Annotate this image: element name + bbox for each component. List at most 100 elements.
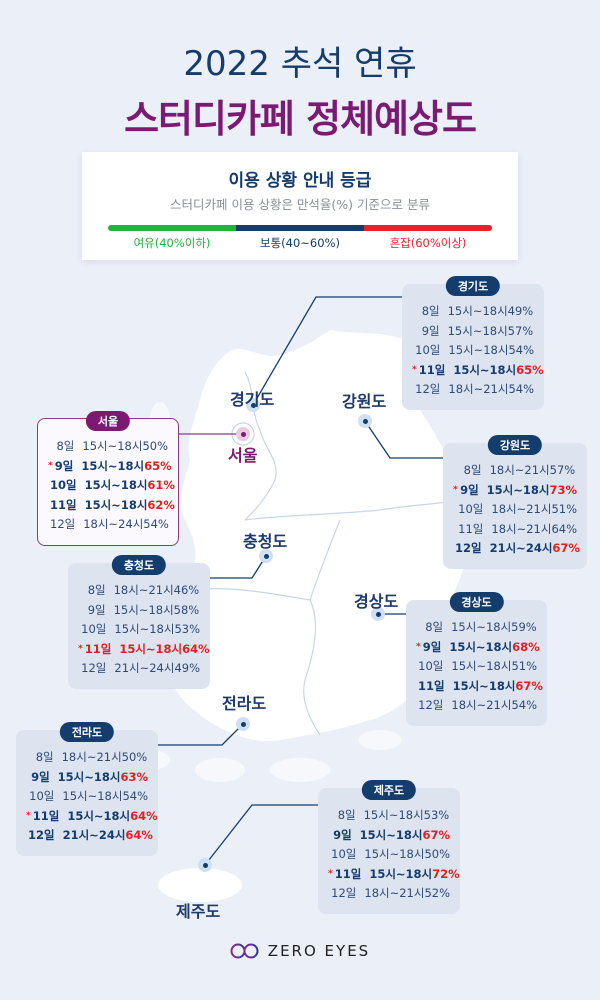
footer-brand: ZERO EYES	[0, 942, 600, 960]
row-occupancy: 67%	[422, 827, 450, 842]
table-row: 10일 15시~18시 54%	[412, 341, 534, 361]
row-time: 15시~18시	[448, 343, 509, 358]
row-time: 15시~18시	[451, 620, 512, 634]
table-row: * 11일 15시~18시 72%	[328, 865, 460, 885]
row-time: 15시~18시	[84, 478, 148, 493]
region-card-gyeongsang: 경상도 8일 15시~18시 59% * 9일 15시~18시 68% 10일 15시~18시 5…	[406, 592, 547, 726]
row-day: 12일	[81, 661, 107, 676]
row-time: 15시~18시	[447, 304, 508, 318]
row-time: 18시~21시	[491, 521, 552, 536]
row-time: 15시~18시	[113, 602, 174, 617]
region-card-jeolla: 전라도 8일 18시~21시 50% 9일 15시~18시 63% 10일 15시~18시 54…	[16, 722, 158, 856]
legend-level-crowded: 혼잡(60%이상)	[389, 236, 467, 250]
row-time: 18시~21시	[61, 750, 122, 764]
row-day: 8일	[35, 750, 54, 764]
region-pill-gyeongsang: 경상도	[449, 592, 504, 612]
peak-star-icon: *	[453, 484, 458, 495]
row-time: 15시~18시	[62, 789, 123, 804]
row-time: 15시~18시	[84, 497, 148, 512]
table-row: 9일 15시~18시 63%	[26, 768, 148, 788]
row-occupancy: 46%	[173, 583, 200, 597]
region-pill-jeolla: 전라도	[59, 722, 115, 742]
table-row: 8일 18시~21시 50%	[26, 748, 148, 768]
legend-labels: 여유(40%이하) 보통(40~60%) 혼잡(60%이상)	[108, 235, 492, 251]
region-rows: 8일 18시~21시 46% 9일 15시~18시 58% 10일 15시~18시 53% * 11…	[78, 581, 210, 679]
table-row: 12일 21시~24시 64%	[26, 826, 153, 846]
row-occupancy: 54%	[122, 789, 148, 804]
row-day: 11일	[418, 678, 445, 693]
table-row: 10일 15시~18시 54%	[26, 787, 148, 807]
row-day: 8일	[337, 808, 356, 822]
table-row: 12일 21시~24시 49%	[78, 659, 200, 679]
row-day: 11일	[50, 497, 77, 512]
brand-name: ZERO EYES	[267, 942, 371, 960]
table-row: * 11일 15시~18시 64%	[78, 640, 210, 660]
chungcheong-location-dot	[259, 549, 273, 563]
row-occupancy: 57%	[507, 323, 534, 338]
region-card-chungcheong: 충청도 8일 18시~21시 46% 9일 15시~18시 58% 10일 15시~18시 53…	[68, 555, 210, 689]
row-day: 12일	[331, 886, 357, 901]
row-occupancy: 49%	[174, 661, 200, 676]
region-card-seoul: 서울 8일 15시~18시 50% * 9일 15시~18시 65% 10일 15시~18시 61…	[37, 411, 179, 546]
row-time: 15시~18시	[449, 639, 513, 654]
row-day: 8일	[87, 583, 106, 597]
row-day: 9일	[54, 458, 74, 473]
row-occupancy: 57%	[549, 463, 576, 477]
page-title-line2: 스터디카페 정체예상도	[124, 97, 477, 141]
seoul-location-dot	[236, 427, 250, 441]
row-time: 15시~18시	[363, 808, 424, 822]
row-occupancy: 49%	[507, 304, 534, 318]
map-label-gyeonggi: 경기도	[230, 390, 275, 409]
row-occupancy: 50%	[142, 439, 168, 453]
row-time: 15시~18시	[486, 482, 550, 497]
row-time: 15시~18시	[359, 827, 423, 842]
row-day: 8일	[463, 463, 482, 477]
row-day: 10일	[50, 478, 77, 493]
row-day: 10일	[415, 343, 441, 358]
region-rows: 8일 15시~18시 53% 9일 15시~18시 67% 10일 15시~18시 50% * 11…	[328, 806, 460, 904]
region-card-jeju: 제주도 8일 15시~18시 53% 9일 15시~18시 67% 10일 15시~18시 50…	[318, 780, 460, 914]
row-day: 9일	[333, 827, 352, 842]
row-occupancy: 59%	[511, 620, 537, 634]
row-occupancy: 63%	[120, 769, 148, 784]
table-row: 11일 15시~18시 67%	[416, 677, 543, 697]
legend-card: 이용 상황 안내 등급 스터디카페 이용 상황은 만석율(%) 기준으로 분류 …	[82, 152, 518, 260]
table-row: 9일 15시~18시 57%	[412, 322, 534, 342]
table-row: * 9일 15시~18시 65%	[48, 457, 172, 477]
row-day: 8일	[56, 439, 75, 453]
region-pill-gangwon: 강원도	[487, 435, 543, 455]
row-day: 9일	[31, 769, 50, 784]
page-title-line1: 2022 추석 연휴	[183, 44, 417, 84]
peak-star-icon: *	[78, 643, 83, 654]
table-row: 12일 18시~21시 54%	[416, 696, 537, 716]
row-time: 21시~24시	[62, 828, 126, 843]
legend-bar-navy	[236, 225, 364, 231]
table-row: * 9일 15시~18시 68%	[416, 638, 540, 658]
table-row: 10일 15시~18시 61%	[48, 476, 175, 496]
region-pill-jeju: 제주도	[361, 780, 417, 800]
legend-level-normal: 보통(40~60%)	[260, 236, 340, 250]
table-row: 10일 15시~18시 51%	[416, 657, 537, 677]
region-pill-chungcheong: 충청도	[111, 555, 167, 575]
table-row: * 11일 15시~18시 65%	[412, 361, 544, 381]
table-row: 10일 18시~21시 51%	[453, 500, 577, 520]
peak-star-icon: *	[26, 810, 31, 821]
row-day: 9일	[422, 639, 442, 654]
peak-star-icon: *	[412, 364, 417, 375]
region-rows: 8일 15시~18시 49% 9일 15시~18시 57% 10일 15시~18시 54% * 11…	[412, 302, 544, 400]
row-time: 15시~18시	[81, 458, 145, 473]
legend-title: 이용 상황 안내 등급	[228, 171, 372, 191]
row-occupancy: 64%	[130, 808, 158, 823]
table-row: 9일 15시~18시 67%	[328, 826, 450, 846]
peak-star-icon	[26, 748, 33, 768]
row-day: 10일	[29, 789, 55, 804]
row-day: 10일	[81, 622, 107, 637]
row-day: 9일	[421, 323, 440, 338]
legend-color-bar	[108, 225, 492, 231]
peak-star-icon	[412, 322, 419, 342]
row-occupancy: 65%	[516, 362, 544, 377]
table-row: * 9일 15시~18시 73%	[453, 481, 577, 501]
row-occupancy: 61%	[147, 478, 175, 493]
gyeonggi-location-dot	[246, 398, 260, 412]
row-occupancy: 72%	[432, 866, 460, 881]
